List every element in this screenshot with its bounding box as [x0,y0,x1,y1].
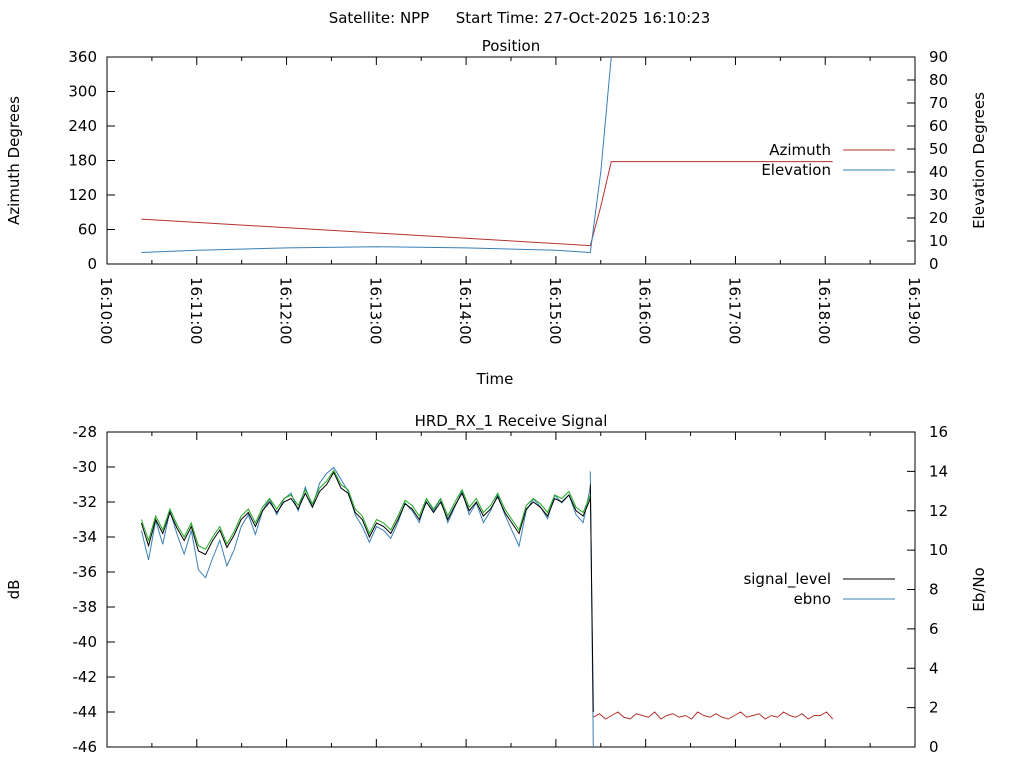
series-line-Azimuth [141,161,833,247]
y2-tick-label: 0 [929,738,939,756]
y2-tick-label: 0 [929,255,939,273]
series-line-signal_level [589,484,594,713]
legend-label: Azimuth [769,141,831,159]
y2-tick-label: 30 [929,186,948,204]
y-tick-label: -30 [73,458,98,476]
series-line-unnamed [140,469,591,550]
y-tick-label: -42 [73,668,98,686]
y2-axis-label: Eb/No [970,567,988,611]
y-axis-label: dB [5,580,23,600]
position-chart: Position 0 60 120 180 240 300 360 0 10 20 30 40 50 60 7… [5,37,988,388]
x-tick-label: 16:15:00 [546,277,564,344]
y2-axis-label: Elevation Degrees [970,92,988,229]
legend-label: signal_level [743,570,831,589]
series-line-ebno [140,466,591,579]
y2-tick-label: 70 [929,94,948,112]
y-tick-label: 240 [68,117,97,135]
x-tick-label: 16:11:00 [187,277,205,344]
header-start-time: Start Time: 27-Oct-2025 16:10:23 [456,9,711,27]
x-tick-label: 16:14:00 [456,277,474,344]
x-tick-label: 16:19:00 [905,277,923,344]
y-tick-label: 0 [87,255,97,273]
y2-tick-label: 4 [929,659,939,677]
x-tick-label: 16:12:00 [277,277,295,344]
header-satellite: Satellite: NPP [329,9,430,27]
y-tick-label: -44 [73,703,98,721]
y-tick-label: 60 [78,221,97,239]
y2-tick-label: 80 [929,71,948,89]
plot-area [140,466,834,747]
y2-tick-label: 10 [929,232,948,250]
receive-signal-chart: HRD_RX_1 Receive Signal -46 -44 -42 -40 -38 -3… [5,412,988,756]
x-tick-label: 16:16:00 [636,277,654,344]
y2-tick-label: 20 [929,209,948,227]
y2-tick-label: 40 [929,163,948,181]
y-tick-label: -38 [73,598,98,616]
series-line-signal_level [140,471,591,556]
y2-tick-label: 50 [929,140,948,158]
series-line-Elevation [141,57,612,254]
y2-tick-label: 8 [929,581,939,599]
legend-label: Elevation [761,161,831,179]
y-axis-label: Azimuth Degrees [5,96,23,225]
legend-label: ebno [794,590,831,608]
y2-tick-label: 6 [929,620,939,638]
y2-tick-label: 12 [929,502,948,520]
y-tick-label: -46 [73,738,98,756]
x-tick-label: 16:17:00 [725,277,743,344]
y-tick-label: 120 [68,186,97,204]
y-tick-label: 360 [68,48,97,66]
y2-tick-label: 90 [929,48,948,66]
chart-title: Position [482,37,540,55]
y-tick-label: -32 [73,493,98,511]
chart-title: HRD_RX_1 Receive Signal [415,412,608,431]
y-tick-label: 180 [68,152,97,170]
x-tick-label: 16:13:00 [366,277,384,344]
y2-tick-label: 14 [929,462,948,480]
x-tick-label: 16:18:00 [815,277,833,344]
x-axis-label: Time [476,370,514,388]
x-tick-label: 16:10:00 [97,277,115,344]
y-tick-label: -34 [73,528,98,546]
y2-tick-label: 60 [929,117,948,135]
y2-tick-label: 16 [929,423,948,441]
y-tick-label: 300 [68,83,97,101]
plot-area [141,57,833,254]
y2-tick-label: 10 [929,541,948,559]
series-line-unnamed [593,711,834,720]
y-tick-label: -40 [73,633,98,651]
y2-tick-label: 2 [929,699,939,717]
y-tick-label: -28 [73,423,98,441]
y-tick-label: -36 [73,563,98,581]
